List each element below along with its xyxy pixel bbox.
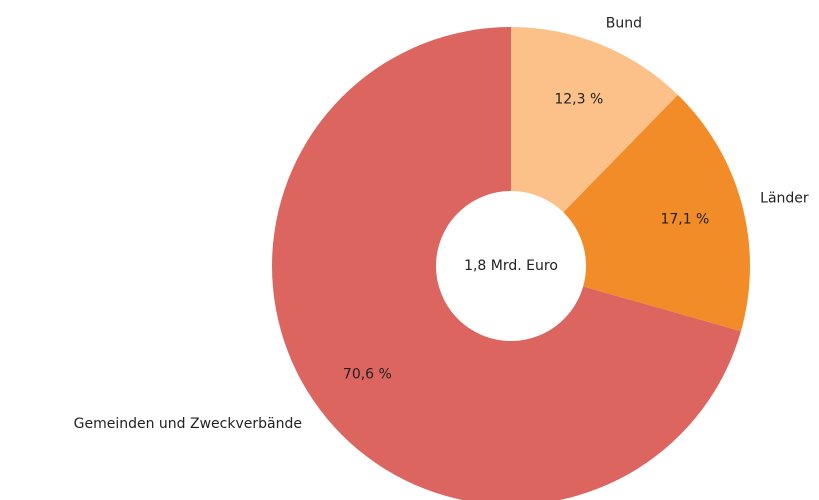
category-label: Gemeinden und Zweckverbände: [74, 416, 302, 432]
category-label: Bund: [606, 15, 642, 31]
pie-slice: [272, 27, 741, 500]
pie-slice: [511, 27, 678, 213]
value-label: 17,1 %: [660, 212, 709, 228]
value-label: 70,6 %: [343, 367, 392, 383]
pie-slice: [563, 94, 750, 332]
category-label: Länder: [760, 190, 809, 206]
center-label: 1,8 Mrd. Euro: [464, 258, 558, 274]
value-label: 12,3 %: [554, 91, 603, 107]
